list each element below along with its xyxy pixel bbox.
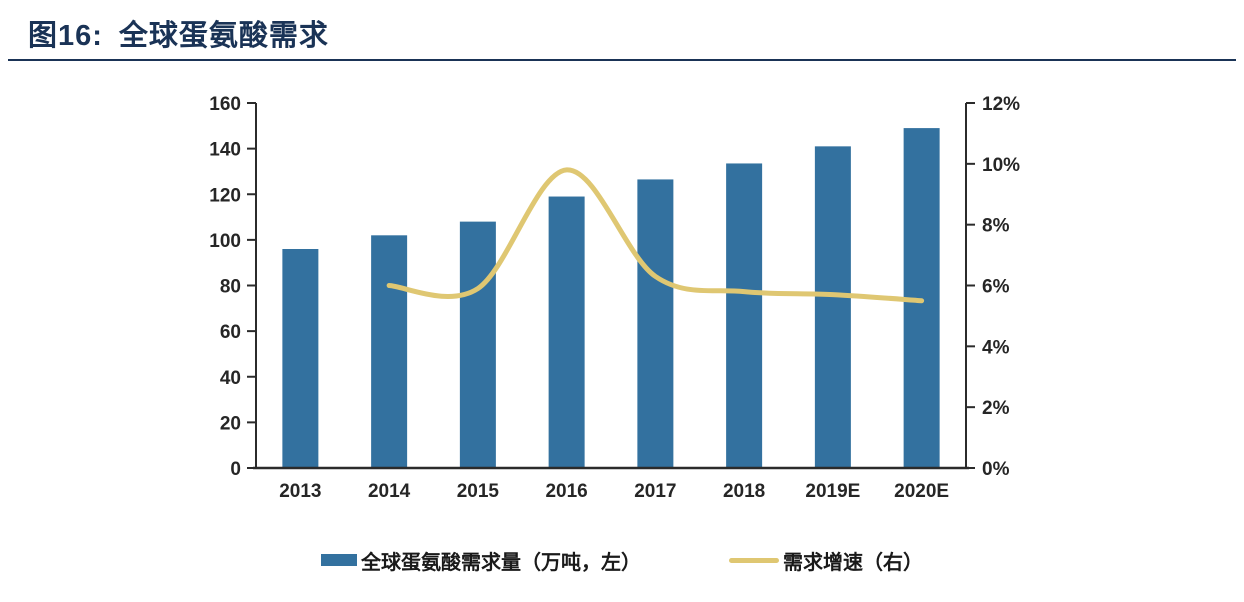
bar-2017 [637, 179, 674, 468]
right-tick-label-10%: 10% [982, 155, 1020, 176]
bar-2015 [459, 221, 496, 468]
x-label-2018: 2018 [723, 481, 765, 502]
figure-number: 图16: [28, 20, 103, 52]
legend-label-1: 需求增速（右） [783, 551, 923, 574]
left-tick-label-40: 40 [220, 368, 241, 389]
x-label-2015: 2015 [457, 481, 500, 502]
x-label-2014: 2014 [368, 481, 411, 502]
chart-legend: 全球蛋氨酸需求量（万吨，左） 需求增速（右） [0, 543, 1244, 577]
x-label-2016: 2016 [545, 481, 587, 502]
right-tick-label-2%: 2% [982, 398, 1010, 419]
left-tick-label-20: 20 [220, 413, 241, 434]
legend-bar-swatch [321, 554, 357, 566]
bar-2014 [371, 235, 408, 468]
left-tick-label-100: 100 [209, 231, 241, 252]
x-label-2020E: 2020E [894, 481, 949, 502]
bar-2019E [814, 146, 851, 468]
bar-2018 [726, 163, 763, 468]
x-label-2017: 2017 [634, 481, 676, 502]
left-tick-label-0: 0 [230, 459, 241, 480]
bar-2016 [548, 196, 585, 468]
right-tick-label-6%: 6% [982, 277, 1010, 298]
right-tick-label-12%: 12% [982, 94, 1020, 115]
right-tick-label-4%: 4% [982, 337, 1010, 358]
growth-rate-line [386, 167, 925, 304]
left-tick-label-60: 60 [220, 322, 241, 343]
title-rule [8, 59, 1236, 61]
x-label-2013: 2013 [279, 481, 321, 502]
left-tick-label-160: 160 [209, 94, 241, 115]
legend-label-0: 全球蛋氨酸需求量（万吨，左） [361, 551, 641, 574]
left-tick-label-120: 120 [209, 185, 241, 206]
x-label-2019E: 2019E [805, 481, 860, 502]
figure-title-text: 全球蛋氨酸需求 [118, 20, 329, 52]
legend-item-0: 全球蛋氨酸需求量（万吨，左） [321, 546, 641, 575]
right-tick-label-8%: 8% [982, 216, 1010, 237]
legend-line-swatch [729, 557, 779, 563]
bar-2013 [282, 249, 319, 468]
legend-item-1: 需求增速（右） [729, 546, 923, 575]
left-tick-label-80: 80 [220, 277, 241, 298]
right-tick-label-0%: 0% [982, 459, 1010, 480]
figure-title: 图16: 全球蛋氨酸需求 [28, 12, 329, 54]
left-tick-label-140: 140 [209, 140, 241, 161]
